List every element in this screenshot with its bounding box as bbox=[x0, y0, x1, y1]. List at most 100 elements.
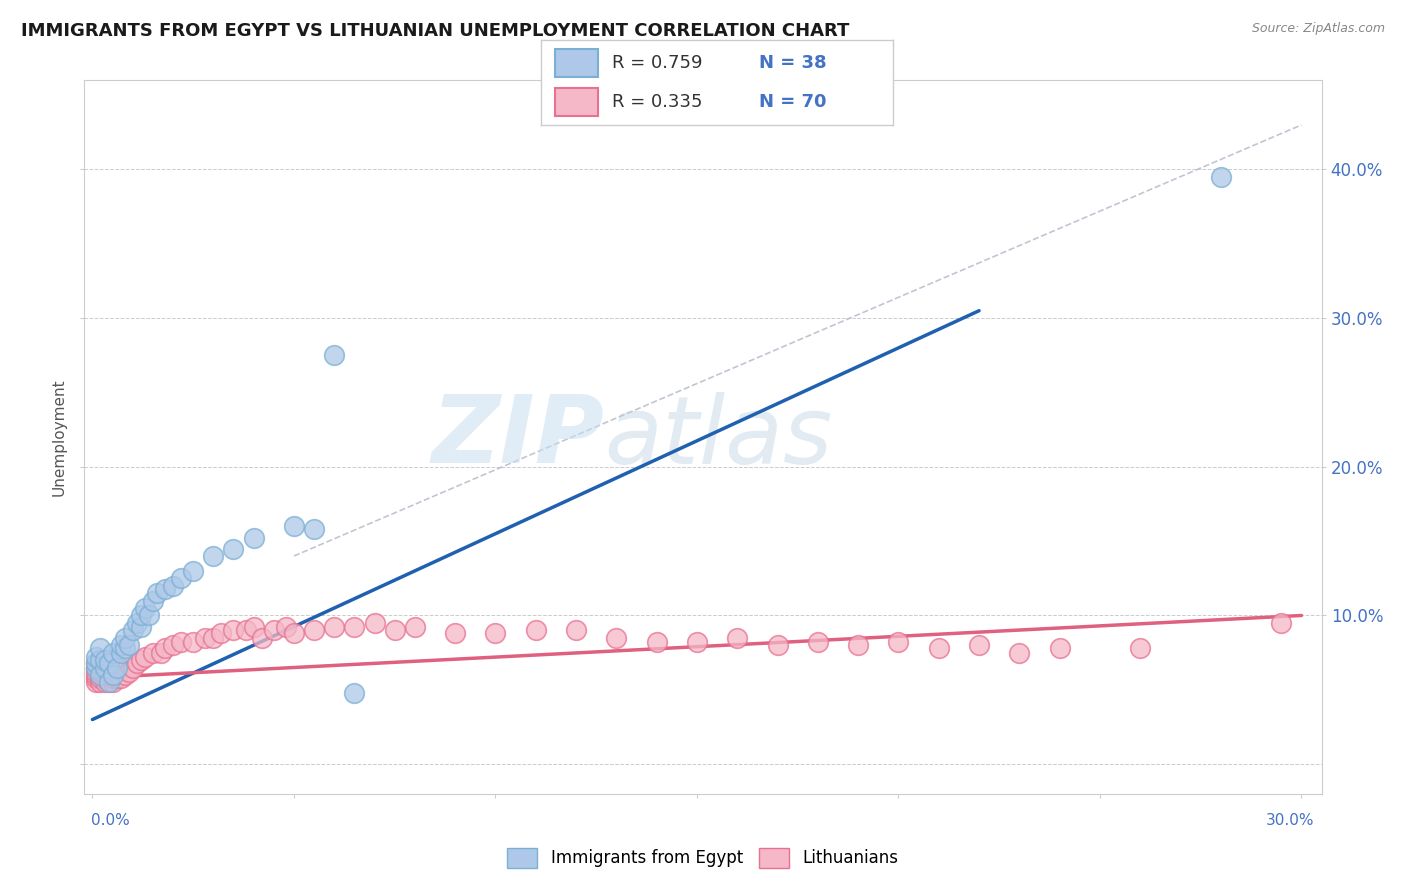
Point bbox=[1270, 615, 1292, 630]
Text: Source: ZipAtlas.com: Source: ZipAtlas.com bbox=[1251, 22, 1385, 36]
Point bbox=[121, 624, 143, 638]
Point bbox=[89, 665, 111, 679]
Text: N = 70: N = 70 bbox=[759, 93, 827, 111]
Point bbox=[323, 348, 346, 362]
Point bbox=[125, 656, 148, 670]
Point bbox=[242, 531, 264, 545]
Point bbox=[283, 519, 305, 533]
Point bbox=[105, 665, 128, 679]
Point bbox=[605, 631, 627, 645]
Point bbox=[1129, 641, 1152, 656]
Point bbox=[114, 631, 136, 645]
FancyBboxPatch shape bbox=[555, 87, 598, 116]
Point bbox=[129, 608, 152, 623]
Point bbox=[887, 635, 910, 649]
Point bbox=[86, 671, 108, 685]
Point bbox=[807, 635, 830, 649]
Point bbox=[101, 646, 124, 660]
Point bbox=[110, 660, 132, 674]
Point bbox=[97, 668, 120, 682]
Point bbox=[97, 656, 120, 670]
Point bbox=[121, 660, 143, 674]
Point bbox=[129, 653, 152, 667]
Point bbox=[162, 638, 184, 652]
Point bbox=[524, 624, 547, 638]
Point bbox=[384, 624, 406, 638]
Point bbox=[170, 571, 193, 585]
Text: 0.0%: 0.0% bbox=[91, 814, 131, 828]
Point bbox=[153, 582, 176, 596]
Point bbox=[170, 635, 193, 649]
Point bbox=[110, 671, 132, 685]
Point bbox=[93, 653, 115, 667]
Point bbox=[149, 646, 172, 660]
Text: ZIP: ZIP bbox=[432, 391, 605, 483]
Point bbox=[686, 635, 709, 649]
Point bbox=[86, 675, 108, 690]
Point bbox=[404, 620, 426, 634]
Point bbox=[846, 638, 869, 652]
Point bbox=[93, 671, 115, 685]
Point bbox=[222, 624, 245, 638]
Point bbox=[202, 631, 225, 645]
Point bbox=[129, 620, 152, 634]
Point bbox=[202, 549, 225, 563]
Point bbox=[181, 635, 204, 649]
FancyBboxPatch shape bbox=[555, 49, 598, 78]
Point bbox=[89, 668, 111, 682]
Point bbox=[565, 624, 588, 638]
Point bbox=[222, 541, 245, 556]
Point bbox=[263, 624, 285, 638]
Text: R = 0.335: R = 0.335 bbox=[612, 93, 702, 111]
Point bbox=[89, 671, 111, 685]
Point bbox=[89, 653, 111, 667]
Point bbox=[138, 608, 160, 623]
Text: atlas: atlas bbox=[605, 392, 832, 483]
Point bbox=[110, 646, 132, 660]
Point bbox=[302, 522, 325, 536]
Point bbox=[89, 660, 111, 674]
Point bbox=[134, 601, 156, 615]
Point bbox=[101, 668, 124, 682]
Point bbox=[181, 564, 204, 578]
Point bbox=[110, 638, 132, 652]
Point bbox=[235, 624, 257, 638]
Point bbox=[343, 620, 366, 634]
Point bbox=[86, 650, 108, 665]
Point bbox=[302, 624, 325, 638]
Point bbox=[146, 586, 169, 600]
Point bbox=[118, 665, 141, 679]
Point bbox=[444, 626, 467, 640]
Point bbox=[134, 650, 156, 665]
Point bbox=[86, 660, 108, 674]
Point bbox=[153, 641, 176, 656]
Point bbox=[93, 664, 115, 678]
Text: IMMIGRANTS FROM EGYPT VS LITHUANIAN UNEMPLOYMENT CORRELATION CHART: IMMIGRANTS FROM EGYPT VS LITHUANIAN UNEM… bbox=[21, 22, 849, 40]
Text: R = 0.759: R = 0.759 bbox=[612, 54, 702, 72]
Point bbox=[86, 660, 108, 674]
Point bbox=[142, 593, 165, 607]
Point bbox=[89, 641, 111, 656]
Legend: Immigrants from Egypt, Lithuanians: Immigrants from Egypt, Lithuanians bbox=[501, 841, 905, 875]
Point bbox=[101, 671, 124, 685]
Text: N = 38: N = 38 bbox=[759, 54, 827, 72]
Point bbox=[928, 641, 950, 656]
Point bbox=[101, 675, 124, 690]
Point bbox=[89, 675, 111, 690]
Point bbox=[93, 675, 115, 690]
Point bbox=[484, 626, 506, 640]
Point bbox=[125, 615, 148, 630]
Point bbox=[86, 656, 108, 670]
Point bbox=[97, 675, 120, 690]
Point bbox=[114, 641, 136, 656]
Point bbox=[93, 660, 115, 674]
Point bbox=[343, 686, 366, 700]
Point bbox=[93, 668, 115, 682]
Point bbox=[162, 579, 184, 593]
Point bbox=[1008, 646, 1031, 660]
Point bbox=[86, 665, 108, 679]
Y-axis label: Unemployment: Unemployment bbox=[52, 378, 67, 496]
Point bbox=[725, 631, 748, 645]
Point bbox=[194, 631, 217, 645]
Point bbox=[250, 631, 273, 645]
